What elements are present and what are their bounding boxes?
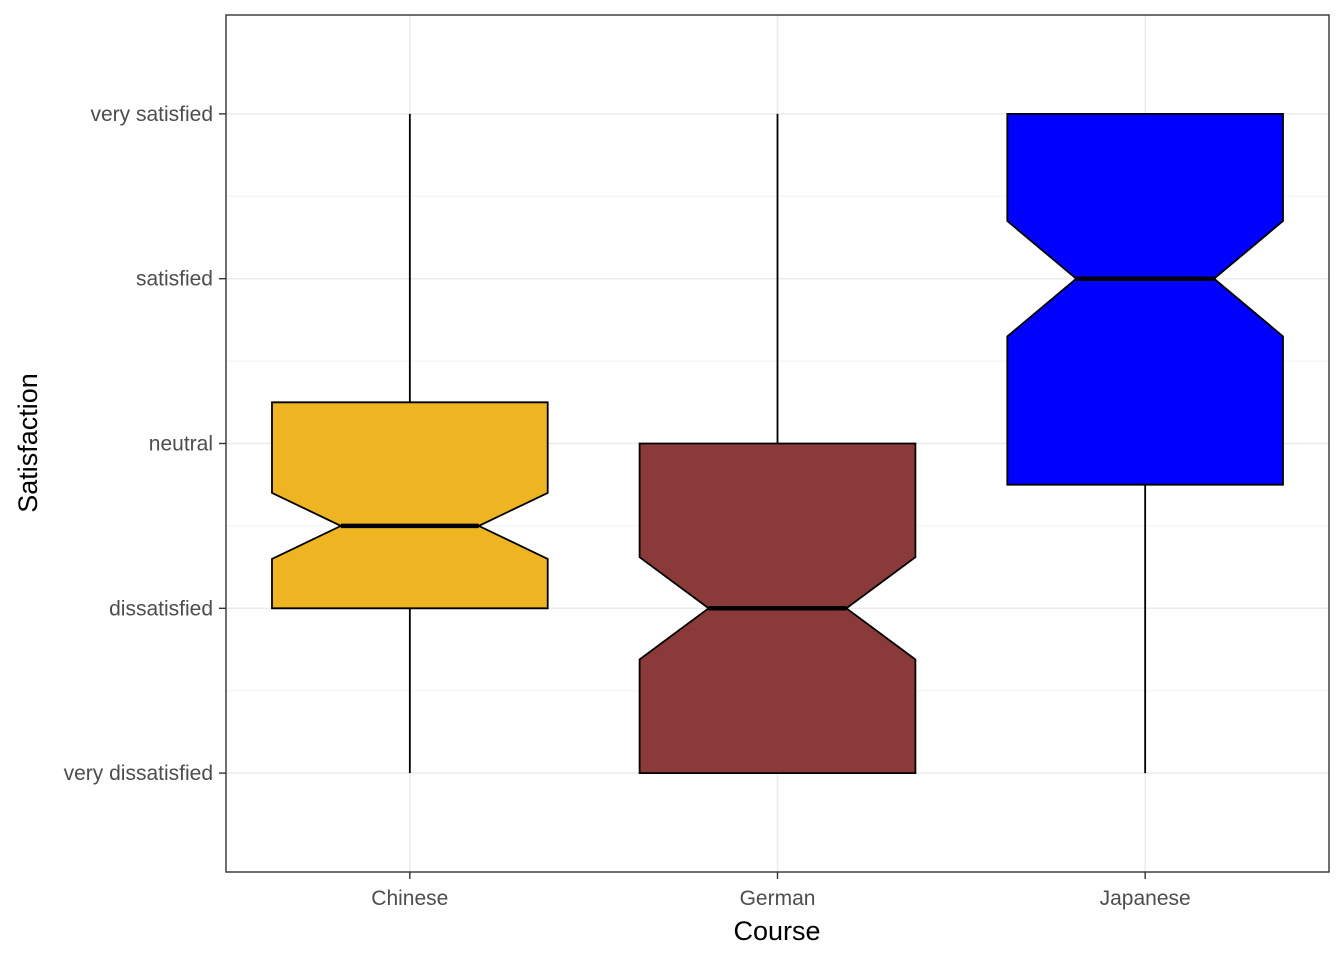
y-axis-title: Satisfaction bbox=[13, 373, 43, 513]
box-german bbox=[638, 113, 917, 774]
y-tick-label: dissatisfied bbox=[109, 597, 213, 620]
x-axis: Chinese German Japanese bbox=[371, 872, 1191, 910]
box-chinese bbox=[271, 113, 549, 774]
x-tick-label: Chinese bbox=[371, 887, 448, 910]
box-japanese bbox=[1006, 113, 1284, 774]
box-body bbox=[271, 401, 549, 610]
boxes-layer bbox=[271, 113, 1284, 774]
x-axis-title: Course bbox=[733, 916, 820, 946]
y-tick-label: satisfied bbox=[136, 268, 213, 291]
x-tick-label: Japanese bbox=[1100, 887, 1191, 910]
x-tick-label: German bbox=[740, 887, 816, 910]
y-tick-label: very satisfied bbox=[90, 103, 213, 126]
y-axis: very dissatisfied dissatisfied neutral sati… bbox=[64, 103, 226, 785]
y-tick-label: neutral bbox=[149, 433, 213, 456]
y-tick-label: very dissatisfied bbox=[64, 762, 213, 785]
box-body bbox=[1006, 113, 1284, 486]
